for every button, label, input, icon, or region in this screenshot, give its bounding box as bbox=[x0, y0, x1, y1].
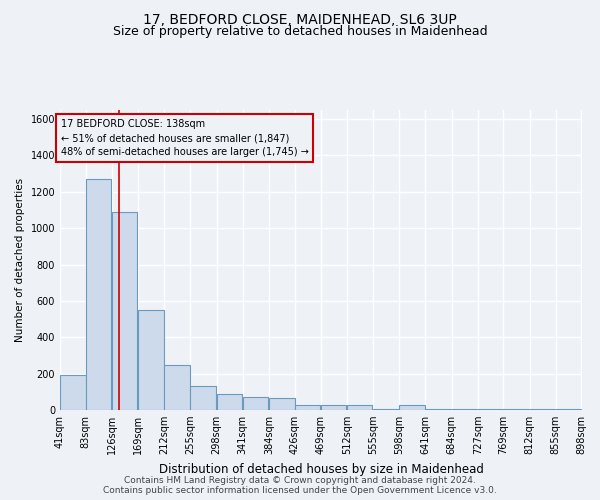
Text: Contains public sector information licensed under the Open Government Licence v3: Contains public sector information licen… bbox=[103, 486, 497, 495]
Bar bbox=[478, 409, 503, 410]
Y-axis label: Number of detached properties: Number of detached properties bbox=[15, 178, 25, 342]
Bar bbox=[425, 409, 451, 410]
Bar bbox=[164, 364, 190, 410]
Text: 17, BEDFORD CLOSE, MAIDENHEAD, SL6 3UP: 17, BEDFORD CLOSE, MAIDENHEAD, SL6 3UP bbox=[143, 12, 457, 26]
Bar bbox=[138, 310, 164, 410]
Text: 17 BEDFORD CLOSE: 138sqm
← 51% of detached houses are smaller (1,847)
48% of sem: 17 BEDFORD CLOSE: 138sqm ← 51% of detach… bbox=[61, 119, 308, 157]
Bar bbox=[530, 409, 555, 410]
Bar bbox=[86, 179, 111, 410]
Text: Contains HM Land Registry data © Crown copyright and database right 2024.: Contains HM Land Registry data © Crown c… bbox=[124, 476, 476, 485]
Bar bbox=[452, 409, 477, 410]
Bar bbox=[269, 398, 295, 410]
Bar bbox=[347, 404, 373, 410]
Bar bbox=[60, 376, 86, 410]
Bar bbox=[217, 394, 242, 410]
Bar bbox=[373, 409, 398, 410]
Bar bbox=[320, 406, 346, 410]
Bar bbox=[556, 409, 581, 410]
Text: Size of property relative to detached houses in Maidenhead: Size of property relative to detached ho… bbox=[113, 25, 487, 38]
Bar bbox=[190, 386, 216, 410]
Bar bbox=[503, 409, 529, 410]
Bar bbox=[243, 398, 268, 410]
Bar bbox=[112, 212, 137, 410]
X-axis label: Distribution of detached houses by size in Maidenhead: Distribution of detached houses by size … bbox=[158, 462, 484, 475]
Bar bbox=[295, 404, 320, 410]
Bar bbox=[399, 406, 425, 410]
